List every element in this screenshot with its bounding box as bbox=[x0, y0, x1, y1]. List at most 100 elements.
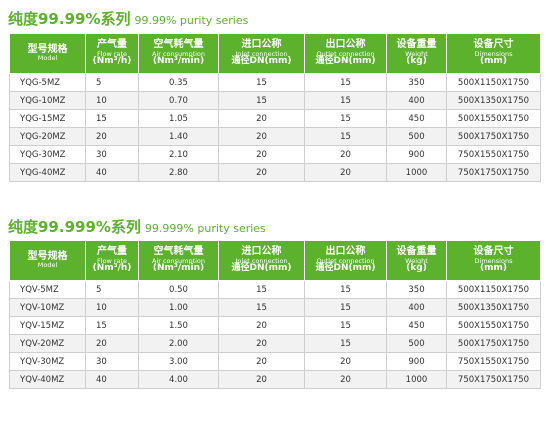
column-header-en: Outlet connection bbox=[316, 49, 375, 58]
outlet-cell: 15 bbox=[304, 73, 387, 92]
outlet-cell: 20 bbox=[304, 370, 387, 389]
table-row: YQV-30MZ 30 3.00 20 20 900 750X1550X1750 bbox=[9, 352, 541, 371]
inlet-cell: 20 bbox=[218, 352, 305, 371]
column-header: 进口公称 Inlet connection 通径DN(mm) bbox=[218, 240, 305, 281]
header-row: 型号规格 Model 产气量 Flow rate (Nm³/h) 空气耗气量 Air con… bbox=[9, 240, 541, 281]
column-header: 设备重量 Weight (kg) bbox=[386, 33, 447, 74]
column-header: 设备尺寸 Dimensions (mm) bbox=[446, 33, 541, 74]
column-header-cn: 设备重量 bbox=[396, 246, 437, 258]
column-header-en: Outlet connection bbox=[316, 256, 375, 265]
air-consumption-cell: 3.00 bbox=[138, 352, 219, 371]
column-header-unit: (Nm³/h) bbox=[92, 263, 132, 274]
weight-cell: 350 bbox=[386, 280, 447, 299]
weight-cell: 450 bbox=[386, 109, 447, 128]
flow-rate-cell: 10 bbox=[85, 298, 139, 317]
dimensions-cell: 750X1750X1750 bbox=[446, 370, 541, 389]
outlet-cell: 15 bbox=[304, 298, 387, 317]
spec-table-2: 型号规格 Model 产气量 Flow rate (Nm³/h) 空气耗气量 Air con… bbox=[9, 240, 541, 389]
table-row: YQG-10MZ 10 0.70 15 15 400 500X1350X1750 bbox=[9, 91, 541, 110]
model-cell: YQG-30MZ bbox=[9, 145, 86, 164]
section-title-en: 99.99% purity series bbox=[134, 14, 249, 27]
column-header-cn: 型号规格 bbox=[27, 250, 68, 262]
column-header-cn: 进口公称 bbox=[241, 246, 282, 258]
weight-cell: 1000 bbox=[386, 163, 447, 182]
dimensions-cell: 500X1550X1750 bbox=[446, 109, 541, 128]
weight-cell: 1000 bbox=[386, 370, 447, 389]
model-cell: YQV-40MZ bbox=[9, 370, 86, 389]
outlet-cell: 20 bbox=[304, 145, 387, 164]
dimensions-cell: 500X1550X1750 bbox=[446, 316, 541, 335]
column-header: 出口公称 Outlet connection 通径DN(mm) bbox=[304, 33, 387, 74]
column-header-cn: 设备尺寸 bbox=[473, 39, 514, 51]
inlet-cell: 20 bbox=[218, 334, 305, 353]
model-cell: YQG-40MZ bbox=[9, 163, 86, 182]
column-header-cn: 设备重量 bbox=[396, 39, 437, 51]
dimensions-cell: 500X1350X1750 bbox=[446, 298, 541, 317]
column-header-unit: (mm) bbox=[480, 56, 507, 67]
column-header-unit: (kg) bbox=[406, 56, 427, 67]
air-consumption-cell: 0.35 bbox=[138, 73, 219, 92]
weight-cell: 350 bbox=[386, 73, 447, 92]
column-header-unit: 通径DN(mm) bbox=[231, 56, 292, 67]
dimensions-cell: 750X1550X1750 bbox=[446, 352, 541, 371]
column-header-en: Flow rate bbox=[96, 49, 128, 58]
flow-rate-cell: 15 bbox=[85, 109, 139, 128]
weight-cell: 400 bbox=[386, 91, 447, 110]
column-header-unit: (kg) bbox=[406, 263, 427, 274]
flow-rate-cell: 40 bbox=[85, 370, 139, 389]
spec-table-1: 型号规格 Model 产气量 Flow rate (Nm³/h) 空气耗气量 Air con… bbox=[9, 33, 541, 182]
weight-cell: 900 bbox=[386, 352, 447, 371]
flow-rate-cell: 30 bbox=[85, 352, 139, 371]
column-header-cn: 出口公称 bbox=[325, 246, 366, 258]
table-row: YQV-5MZ 5 0.50 15 15 350 500X1150X1750 bbox=[9, 280, 541, 299]
dimensions-cell: 500X1150X1750 bbox=[446, 73, 541, 92]
table-row: YQG-15MZ 15 1.05 20 15 450 500X1550X1750 bbox=[9, 109, 541, 128]
column-header-cn: 空气耗气量 bbox=[153, 246, 204, 258]
column-header-en: Dimensions bbox=[474, 256, 513, 265]
section-title-2: 纯度99.999%系列 99.999% purity series bbox=[8, 216, 266, 237]
column-header-en: Flow rate bbox=[96, 256, 128, 265]
model-cell: YQG-15MZ bbox=[9, 109, 86, 128]
column-header-cn: 设备尺寸 bbox=[473, 246, 514, 258]
outlet-cell: 15 bbox=[304, 91, 387, 110]
column-header-en: Air consumption bbox=[151, 256, 206, 265]
column-header: 出口公称 Outlet connection 通径DN(mm) bbox=[304, 240, 387, 281]
dimensions-cell: 500X1150X1750 bbox=[446, 280, 541, 299]
table-row: YQV-20MZ 20 2.00 20 15 500 500X1750X1750 bbox=[9, 334, 541, 353]
dimensions-cell: 500X1750X1750 bbox=[446, 334, 541, 353]
table-row: YQV-40MZ 40 4.00 20 20 1000 750X1750X1750 bbox=[9, 370, 541, 389]
column-header-unit: (Nm³/min) bbox=[152, 263, 205, 274]
air-consumption-cell: 1.50 bbox=[138, 316, 219, 335]
model-cell: YQV-10MZ bbox=[9, 298, 86, 317]
column-header-unit: (Nm³/h) bbox=[92, 56, 132, 67]
table-row: YQV-10MZ 10 1.00 15 15 400 500X1350X1750 bbox=[9, 298, 541, 317]
table-row: YQG-40MZ 40 2.80 20 20 1000 750X1750X1750 bbox=[9, 163, 541, 182]
air-consumption-cell: 2.00 bbox=[138, 334, 219, 353]
weight-cell: 900 bbox=[386, 145, 447, 164]
column-header-cn: 空气耗气量 bbox=[153, 39, 204, 51]
air-consumption-cell: 0.50 bbox=[138, 280, 219, 299]
air-consumption-cell: 1.00 bbox=[138, 298, 219, 317]
air-consumption-cell: 1.40 bbox=[138, 127, 219, 146]
inlet-cell: 20 bbox=[218, 163, 305, 182]
column-header: 设备尺寸 Dimensions (mm) bbox=[446, 240, 541, 281]
flow-rate-cell: 40 bbox=[85, 163, 139, 182]
table-row: YQV-15MZ 15 1.50 20 15 450 500X1550X1750 bbox=[9, 316, 541, 335]
outlet-cell: 15 bbox=[304, 316, 387, 335]
column-header: 空气耗气量 Air consumption (Nm³/min) bbox=[138, 33, 219, 74]
model-cell: YQG-5MZ bbox=[9, 73, 86, 92]
inlet-cell: 20 bbox=[218, 316, 305, 335]
model-cell: YQV-5MZ bbox=[9, 280, 86, 299]
column-header: 空气耗气量 Air consumption (Nm³/min) bbox=[138, 240, 219, 281]
column-header: 进口公称 Inlet connection 通径DN(mm) bbox=[218, 33, 305, 74]
flow-rate-cell: 20 bbox=[85, 334, 139, 353]
model-cell: YQG-10MZ bbox=[9, 91, 86, 110]
section-title-1: 纯度99.99%系列 99.99% purity series bbox=[8, 8, 248, 29]
column-header: 型号规格 Model bbox=[9, 240, 86, 281]
outlet-cell: 15 bbox=[304, 280, 387, 299]
inlet-cell: 15 bbox=[218, 298, 305, 317]
column-header-unit: (Nm³/min) bbox=[152, 56, 205, 67]
column-header-en: Model bbox=[37, 54, 58, 63]
flow-rate-cell: 20 bbox=[85, 127, 139, 146]
column-header: 产气量 Flow rate (Nm³/h) bbox=[85, 240, 139, 281]
